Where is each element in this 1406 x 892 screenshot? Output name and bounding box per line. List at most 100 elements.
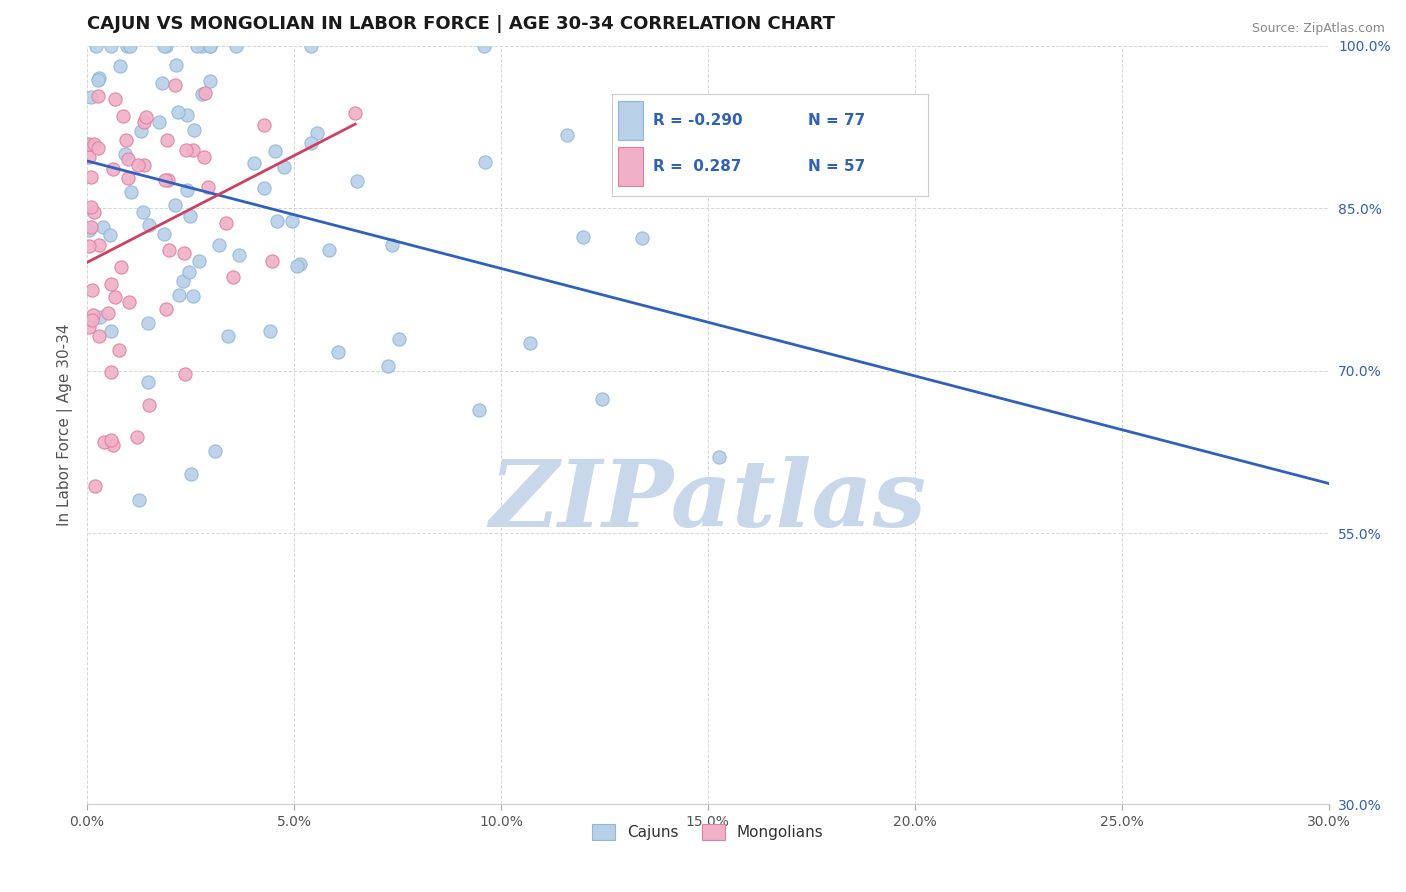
Point bbox=[87, 238, 110, 252]
Point bbox=[252, 118, 274, 132]
Point bbox=[208, 238, 231, 252]
Point bbox=[100, 365, 122, 379]
Point bbox=[273, 160, 295, 174]
Point bbox=[176, 108, 198, 122]
Point bbox=[181, 289, 204, 303]
Point bbox=[173, 367, 195, 381]
Text: Source: ZipAtlas.com: Source: ZipAtlas.com bbox=[1251, 22, 1385, 36]
Point bbox=[132, 205, 155, 219]
Point bbox=[84, 38, 107, 53]
Point bbox=[225, 38, 247, 53]
Point bbox=[173, 246, 195, 260]
Point bbox=[114, 133, 136, 147]
Point bbox=[557, 128, 579, 143]
Point bbox=[115, 38, 138, 53]
Point bbox=[104, 92, 127, 106]
Point bbox=[228, 248, 250, 262]
Point bbox=[100, 38, 122, 53]
Point bbox=[132, 158, 155, 172]
Point bbox=[108, 343, 131, 357]
Point bbox=[129, 123, 152, 137]
Point bbox=[381, 238, 404, 252]
Point bbox=[152, 76, 174, 90]
Point bbox=[468, 402, 491, 417]
Point bbox=[165, 78, 187, 93]
Point bbox=[148, 114, 170, 128]
Point bbox=[77, 223, 100, 237]
Point bbox=[89, 329, 111, 343]
Point bbox=[318, 243, 340, 257]
Point bbox=[83, 479, 105, 493]
Legend: Cajuns, Mongolians: Cajuns, Mongolians bbox=[586, 818, 830, 846]
Point bbox=[519, 335, 541, 350]
Point bbox=[187, 254, 209, 268]
Point bbox=[138, 218, 160, 232]
Point bbox=[183, 122, 205, 136]
Point bbox=[198, 74, 221, 88]
FancyBboxPatch shape bbox=[619, 147, 644, 186]
Point bbox=[260, 253, 283, 268]
Point bbox=[191, 38, 214, 53]
Point bbox=[127, 158, 149, 172]
Text: N = 77: N = 77 bbox=[808, 112, 865, 128]
Point bbox=[591, 392, 613, 406]
Point bbox=[288, 257, 311, 271]
Point bbox=[155, 38, 177, 53]
Point bbox=[157, 244, 180, 258]
Point bbox=[117, 295, 139, 310]
Text: CAJUN VS MONGOLIAN IN LABOR FORCE | AGE 30-34 CORRELATION CHART: CAJUN VS MONGOLIAN IN LABOR FORCE | AGE … bbox=[87, 15, 835, 33]
Point bbox=[83, 137, 105, 152]
Point bbox=[136, 375, 159, 389]
Point bbox=[114, 146, 136, 161]
Point bbox=[299, 38, 322, 53]
Point bbox=[193, 150, 215, 164]
Point bbox=[128, 492, 150, 507]
Point bbox=[100, 434, 122, 448]
Point bbox=[165, 58, 187, 72]
Point bbox=[117, 152, 139, 166]
Point bbox=[153, 173, 176, 187]
Point bbox=[179, 209, 201, 223]
Point bbox=[80, 312, 103, 326]
Point bbox=[157, 173, 180, 187]
Point bbox=[191, 87, 214, 102]
Point bbox=[299, 136, 322, 150]
Point bbox=[174, 143, 197, 157]
Point bbox=[80, 283, 103, 297]
FancyBboxPatch shape bbox=[619, 101, 644, 140]
Point bbox=[111, 109, 134, 123]
Text: R =  0.287: R = 0.287 bbox=[652, 159, 741, 174]
Point bbox=[204, 444, 226, 458]
Point bbox=[176, 183, 198, 197]
Point bbox=[79, 219, 101, 234]
Point bbox=[287, 259, 309, 273]
Point bbox=[87, 141, 110, 155]
Y-axis label: In Labor Force | Age 30-34: In Labor Force | Age 30-34 bbox=[58, 324, 73, 526]
Point bbox=[266, 214, 288, 228]
Point bbox=[167, 288, 190, 302]
Point bbox=[156, 133, 179, 147]
Point bbox=[198, 38, 221, 53]
Point bbox=[77, 150, 100, 164]
Text: N = 57: N = 57 bbox=[808, 159, 865, 174]
Point bbox=[253, 180, 276, 194]
Point bbox=[97, 306, 120, 320]
Point bbox=[153, 38, 176, 53]
Point bbox=[103, 438, 125, 452]
Point bbox=[101, 162, 124, 177]
Point bbox=[135, 110, 157, 124]
Point bbox=[93, 435, 115, 450]
Point bbox=[572, 230, 595, 244]
Point bbox=[152, 227, 174, 242]
Point bbox=[83, 205, 105, 219]
Point bbox=[120, 38, 142, 53]
Point bbox=[91, 220, 114, 235]
Point bbox=[377, 359, 399, 374]
Point bbox=[707, 450, 730, 464]
Point bbox=[186, 38, 208, 53]
Point bbox=[198, 38, 221, 53]
Point bbox=[80, 169, 103, 184]
Point bbox=[326, 345, 349, 359]
Point bbox=[474, 155, 496, 169]
Point bbox=[388, 331, 411, 345]
